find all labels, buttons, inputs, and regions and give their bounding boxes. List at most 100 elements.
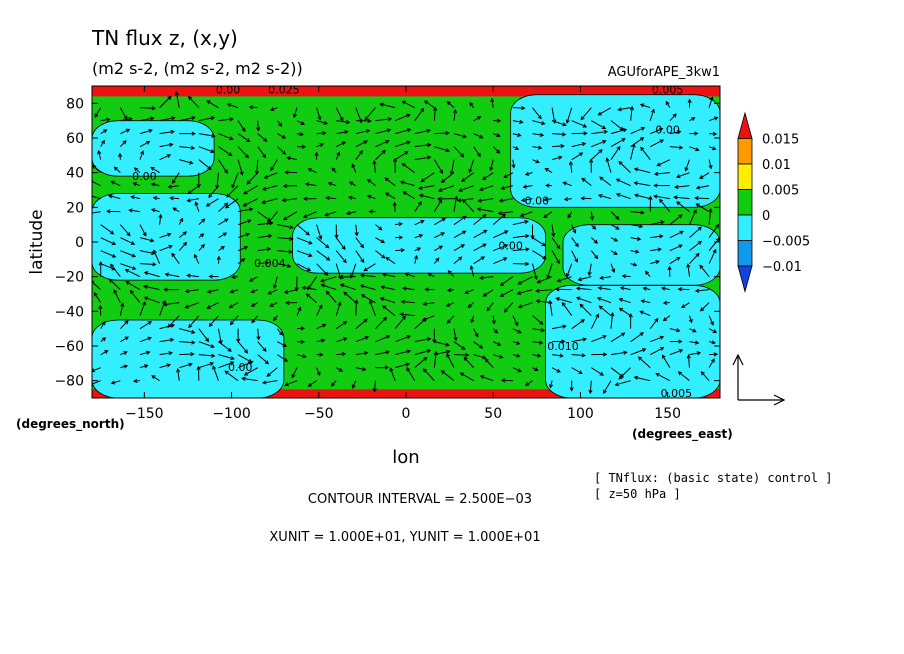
flux-vector-517 bbox=[196, 172, 201, 189]
flux-vector-191 bbox=[708, 315, 714, 326]
flux-vector-113 bbox=[434, 341, 450, 347]
x-tick-label-1: −100 bbox=[212, 406, 250, 422]
flux-vector-429 bbox=[346, 211, 356, 216]
flux-vector-330 bbox=[296, 250, 313, 258]
flux-vector-516 bbox=[171, 172, 180, 185]
flux-vector-624 bbox=[414, 128, 432, 135]
flux-vector-388 bbox=[178, 217, 184, 225]
flux-vector-467 bbox=[456, 198, 474, 203]
flux-vector-70 bbox=[218, 354, 235, 361]
flux-vector-380 bbox=[650, 234, 664, 239]
flux-vector-702 bbox=[687, 98, 692, 108]
flux-vector-147 bbox=[473, 328, 479, 338]
flux-vector-211 bbox=[467, 302, 474, 308]
flux-vector-225 bbox=[108, 278, 121, 291]
flux-vector-220 bbox=[640, 299, 651, 304]
flux-vector-656 bbox=[414, 107, 425, 121]
flux-vector-316 bbox=[650, 259, 660, 265]
flux-vector-541 bbox=[653, 171, 670, 176]
flux-vector-327 bbox=[237, 246, 249, 252]
flux-vector-453 bbox=[186, 198, 199, 203]
flux-vector-648 bbox=[256, 120, 261, 132]
flux-vector-255 bbox=[694, 288, 710, 293]
flux-vector-420 bbox=[172, 207, 180, 213]
flux-vector-578 bbox=[139, 141, 151, 148]
flux-vector-635 bbox=[630, 126, 646, 135]
flux-vector-538 bbox=[605, 157, 612, 173]
flux-vector-599 bbox=[552, 143, 565, 149]
flux-vector-462 bbox=[367, 194, 376, 200]
flux-vector-249 bbox=[575, 286, 592, 291]
flux-vector-261 bbox=[186, 273, 199, 278]
flux-vector-522 bbox=[284, 170, 297, 175]
flux-vector-166 bbox=[208, 315, 219, 328]
flux-vector-685 bbox=[355, 107, 363, 124]
flux-vector-34 bbox=[139, 364, 149, 369]
y-tick-label-1: −60 bbox=[54, 339, 84, 355]
flux-vector-593 bbox=[434, 146, 451, 153]
flux-vector-532 bbox=[481, 172, 494, 181]
x-tick-label-2: −50 bbox=[304, 406, 334, 422]
flux-vector-130 bbox=[139, 321, 153, 330]
flux-vector-534 bbox=[524, 171, 533, 176]
flux-vector-375 bbox=[551, 237, 561, 250]
flux-vector-181 bbox=[512, 315, 519, 327]
flux-vector-611 bbox=[159, 129, 175, 135]
flux-vector-653 bbox=[355, 118, 372, 124]
flux-vector-646 bbox=[218, 117, 234, 122]
flux-vector-277 bbox=[499, 276, 514, 286]
flux-vector-372 bbox=[493, 230, 509, 239]
flux-vector-319 bbox=[708, 248, 717, 264]
flux-vector-195 bbox=[143, 296, 160, 304]
flux-vector-505 bbox=[581, 177, 592, 187]
flux-vector-640 bbox=[100, 117, 111, 122]
flux-vector-164 bbox=[167, 315, 180, 328]
flux-vector-51 bbox=[463, 356, 474, 369]
flux-vector-97 bbox=[120, 336, 130, 343]
flux-vector-409 bbox=[590, 224, 597, 230]
flux-vector-616 bbox=[257, 133, 268, 142]
flux-vector-264 bbox=[248, 276, 258, 282]
flux-vector-615 bbox=[237, 133, 251, 143]
contour-label-5: 0.010 bbox=[547, 340, 579, 353]
y-unit-label: (degrees_north) bbox=[16, 417, 125, 432]
flux-vector-543 bbox=[699, 172, 710, 180]
flux-vector-489 bbox=[261, 185, 278, 191]
flux-vector-81 bbox=[434, 349, 451, 356]
flux-vector-314 bbox=[610, 263, 616, 274]
flux-vector-477 bbox=[653, 194, 670, 200]
flux-vector-142 bbox=[375, 316, 388, 330]
flux-vector-311 bbox=[546, 263, 553, 280]
flux-vector-2 bbox=[132, 378, 141, 384]
flux-vector-619 bbox=[316, 131, 327, 136]
flux-vector-480 bbox=[92, 179, 101, 187]
flux-vector-362 bbox=[296, 237, 313, 245]
flux-vector-591 bbox=[394, 140, 411, 148]
flux-vector-129 bbox=[119, 320, 129, 330]
colorbar-band-3 bbox=[737, 189, 753, 216]
colorbar-band-5 bbox=[737, 240, 753, 267]
flux-vector-204 bbox=[325, 290, 337, 303]
flux-vector-15 bbox=[389, 367, 396, 381]
flux-vector-170 bbox=[296, 306, 302, 316]
flux-vector-575 bbox=[708, 159, 713, 170]
flux-vector-230 bbox=[206, 289, 219, 294]
flux-vector-703 bbox=[708, 96, 714, 108]
flux-vector-471 bbox=[543, 197, 553, 202]
x-tick-label-5: 100 bbox=[567, 406, 594, 422]
flux-vector-537 bbox=[589, 158, 594, 173]
flux-vector-513 bbox=[113, 166, 121, 174]
flux-vector-433 bbox=[433, 198, 443, 212]
flux-vector-262 bbox=[208, 274, 219, 279]
flux-vector-520 bbox=[246, 172, 259, 185]
flux-vector-215 bbox=[535, 299, 553, 304]
flux-vector-686 bbox=[364, 107, 376, 121]
flux-vector-149 bbox=[512, 328, 522, 334]
flux-vector-196 bbox=[162, 302, 180, 307]
flux-vector-434 bbox=[453, 195, 459, 212]
flux-vector-299 bbox=[316, 263, 329, 276]
flux-vector-65 bbox=[120, 351, 128, 356]
flux-vector-176 bbox=[399, 312, 415, 317]
flux-vector-355 bbox=[159, 232, 172, 239]
flux-vector-596 bbox=[492, 146, 501, 154]
